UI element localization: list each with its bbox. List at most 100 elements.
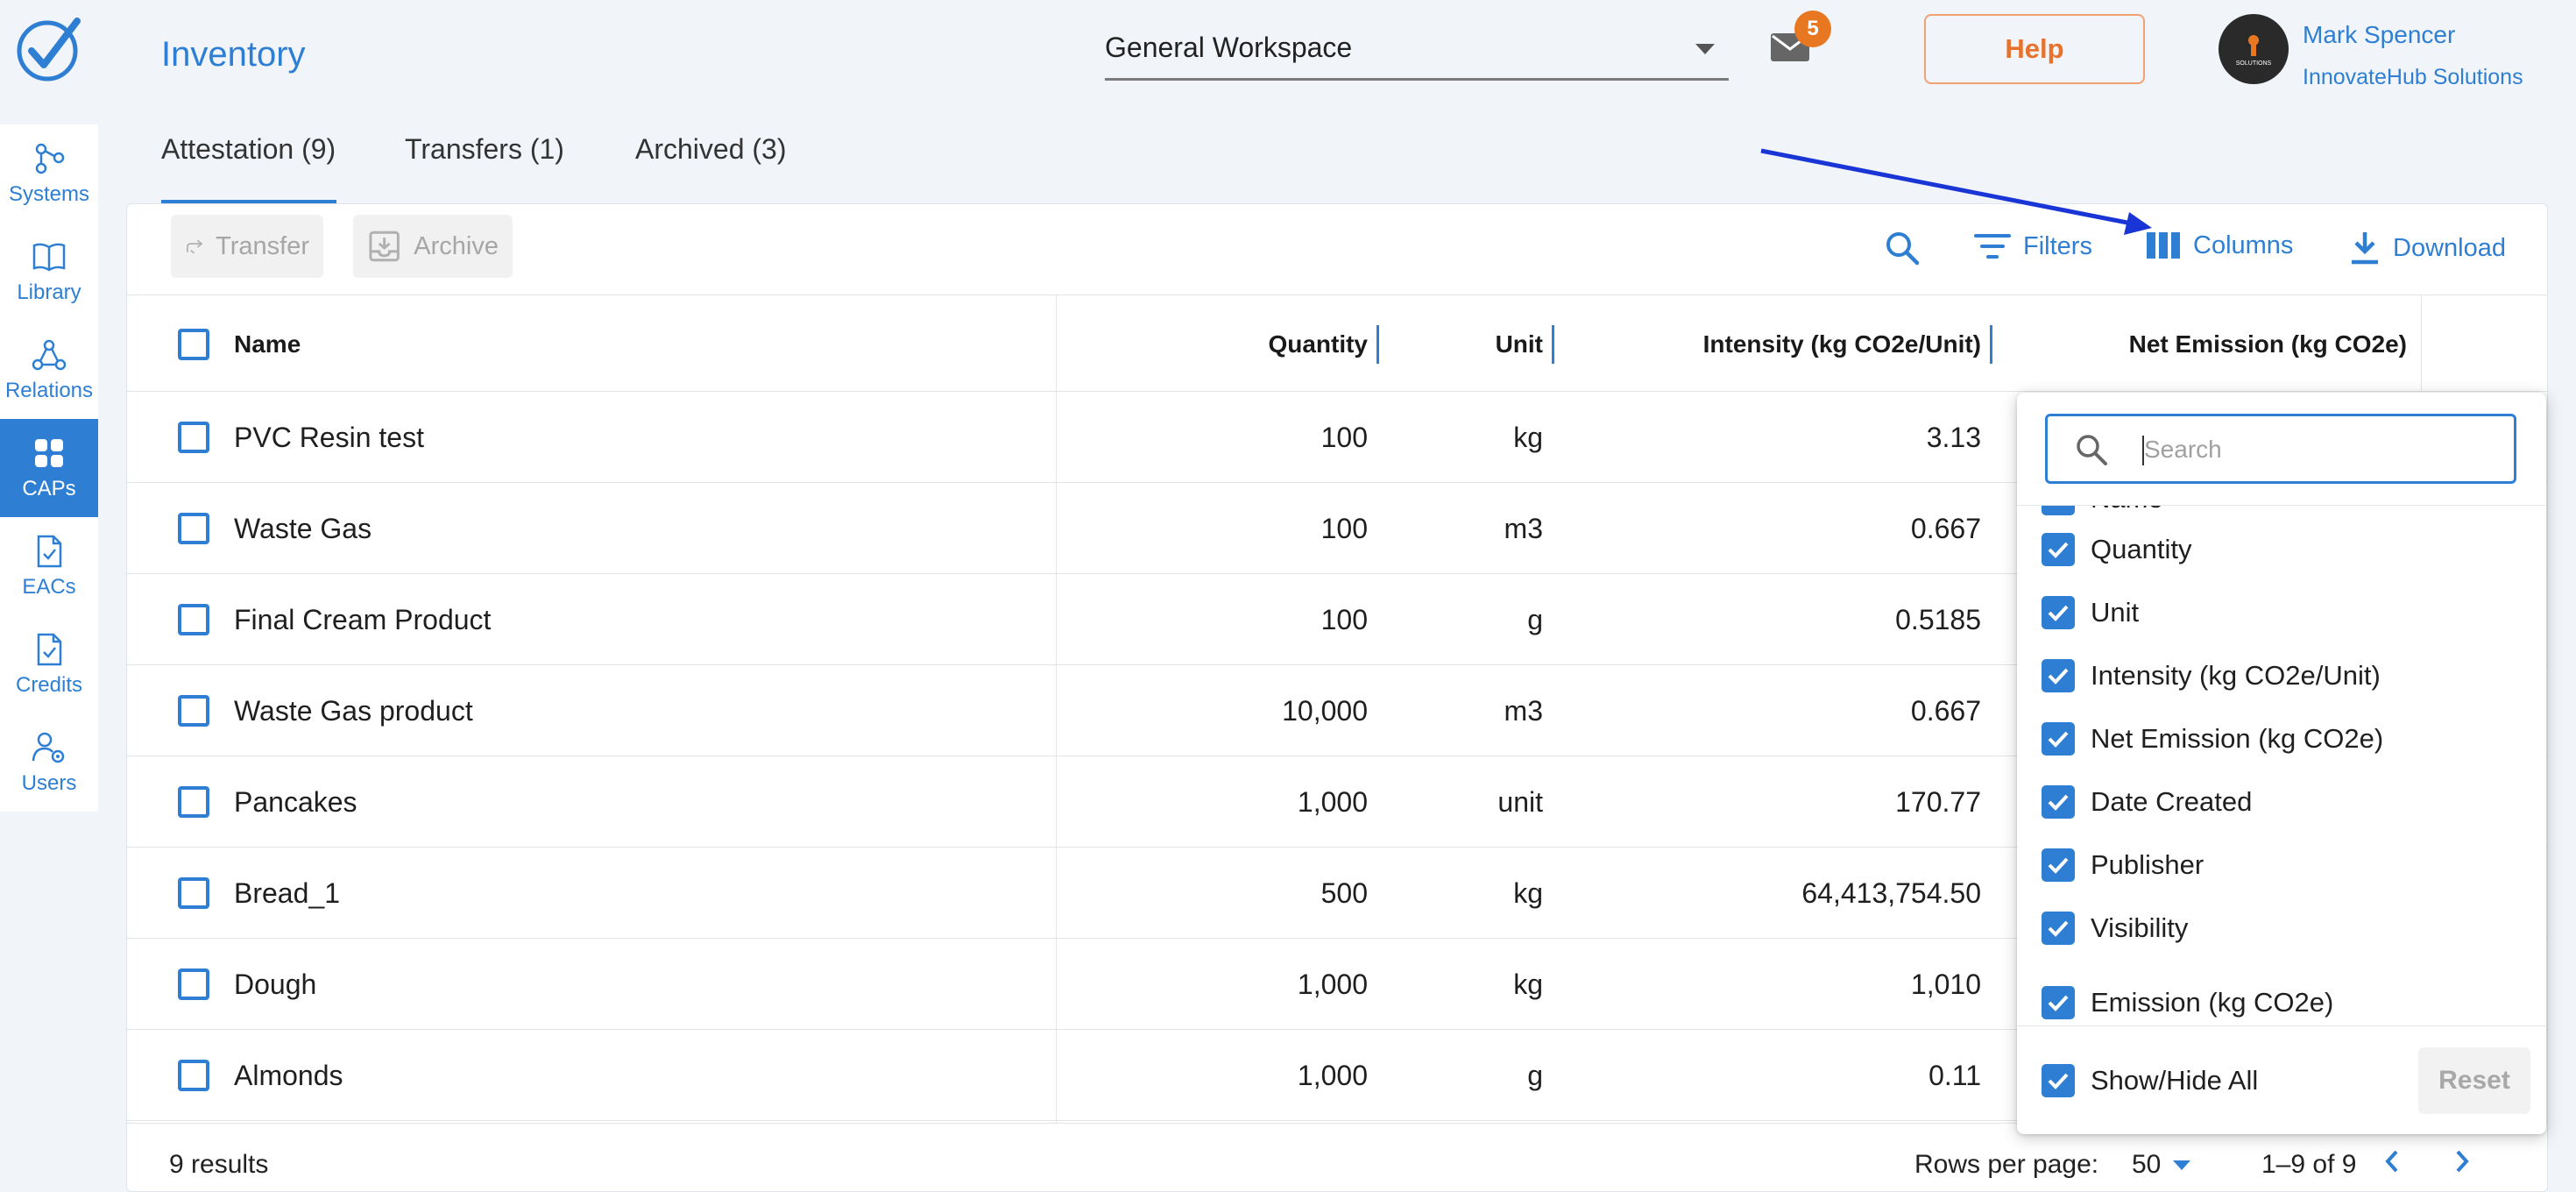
table-row[interactable]: Dough 1,000 kg 1,010 [127,939,2547,1030]
help-button[interactable]: Help [1924,14,2145,84]
table-row[interactable]: Bread_1 500 kg 64,413,754.50 [127,848,2547,939]
cell-quantity: 100 [1320,604,1368,635]
column-option-label: Emission (kg CO2e) [2091,987,2334,1018]
sidebar-item-library[interactable]: Library [0,223,98,321]
sidebar: Systems Library Relations CAPs EACs [0,124,98,812]
column-header-name[interactable]: Name [234,330,301,358]
column-option-quantity[interactable]: Quantity [2042,518,2191,581]
row-checkbox[interactable] [178,1060,209,1091]
row-checkbox[interactable] [178,513,209,544]
cell-intensity: 0.667 [1910,513,1981,544]
sidebar-item-label: CAPs [22,477,76,500]
sidebar-item-label: Credits [15,673,83,697]
filters-button[interactable]: Filters [1974,231,2092,262]
column-header-net-emission[interactable]: Net Emission (kg CO2e) [2128,330,2407,358]
checkbox-checked[interactable] [2042,986,2075,1019]
table-row[interactable]: Pancakes 1,000 unit 170.77 [127,756,2547,848]
column-header-quantity[interactable]: Quantity [1268,330,1368,358]
show-hide-all-toggle[interactable]: Show/Hide All [2042,1049,2258,1112]
rows-per-page-select[interactable]: 50 [2132,1150,2191,1180]
checkbox-checked[interactable] [2042,785,2075,819]
column-resize-handle[interactable] [1552,325,1554,364]
transfer-button[interactable]: Transfer [171,215,323,278]
previous-page-icon[interactable] [2379,1146,2405,1183]
user-name[interactable]: Mark Spencer [2303,21,2456,48]
cell-unit: m3 [1504,695,1543,727]
cell-intensity: 0.11 [1928,1060,1981,1091]
column-header-intensity[interactable]: Intensity (kg CO2e/Unit) [1702,330,1981,358]
next-page-icon[interactable] [2449,1146,2475,1183]
column-resize-handle[interactable] [1990,325,1992,364]
sidebar-item-credits[interactable]: Credits [0,615,98,713]
select-all-checkbox[interactable] [178,329,209,360]
chevron-down-icon [1695,44,1715,54]
search-icon[interactable] [1883,229,1921,267]
download-icon [2352,232,2378,265]
column-header-unit[interactable]: Unit [1495,330,1543,358]
table-row[interactable]: PVC Resin test 100 kg 3.13 [127,392,2547,483]
checkbox-checked[interactable] [2042,506,2075,515]
cell-unit: unit [1497,786,1543,818]
row-checkbox[interactable] [178,968,209,1000]
row-checkbox[interactable] [178,877,209,909]
column-option-net-emission[interactable]: Net Emission (kg CO2e) [2042,707,2383,770]
transfer-icon [187,239,203,254]
checkbox-checked[interactable] [2042,1064,2075,1097]
checkbox-checked[interactable] [2042,596,2075,629]
cell-intensity: 0.667 [1910,695,1981,727]
tab-archived[interactable]: Archived (3) [635,133,787,165]
checkbox-checked[interactable] [2042,912,2075,945]
columns-button[interactable]: Columns [2146,231,2293,260]
cell-unit: kg [1513,877,1543,909]
checkbox-checked[interactable] [2042,659,2075,692]
checkbox-checked[interactable] [2042,848,2075,882]
archive-button[interactable]: Archive [353,215,513,278]
cell-intensity: 1,010 [1910,968,1981,1000]
column-option-visibility[interactable]: Visibility [2042,897,2188,960]
reset-button[interactable]: Reset [2418,1047,2530,1114]
table-row[interactable]: Final Cream Product 100 g 0.5185 [127,574,2547,665]
row-checkbox[interactable] [178,604,209,635]
workspace-select[interactable]: General Workspace [1105,26,1729,81]
archive-label: Archive [414,231,499,260]
app-logo-icon[interactable] [14,14,84,84]
column-option-date-created[interactable]: Date Created [2042,770,2252,834]
column-option-unit[interactable]: Unit [2042,581,2139,644]
sidebar-item-caps[interactable]: CAPs [0,419,98,517]
filters-label: Filters [2023,231,2092,260]
table-row[interactable]: Waste Gas 100 m3 0.667 [127,483,2547,574]
download-button[interactable]: Download [2349,231,2506,266]
column-option-emission[interactable]: Emission (kg CO2e) [2042,971,2333,1034]
cell-name: Waste Gas product [234,695,473,727]
sidebar-item-label: EACs [22,575,76,599]
search-icon [2077,435,2107,465]
checkbox-checked[interactable] [2042,533,2075,566]
column-option-name[interactable]: Name [2042,506,2163,530]
row-checkbox[interactable] [178,695,209,727]
organization-name[interactable]: InnovateHub Solutions [2303,65,2523,89]
column-option-intensity[interactable]: Intensity (kg CO2e/Unit) [2042,644,2381,707]
avatar[interactable]: SOLUTIONS [2219,14,2289,84]
column-resize-handle[interactable] [1376,325,1379,364]
sidebar-item-label: Users [21,771,77,795]
cell-unit: g [1527,604,1543,635]
column-option-label: Unit [2091,597,2140,628]
column-search-input[interactable] [2144,430,2495,469]
row-checkbox[interactable] [178,786,209,818]
sidebar-item-systems[interactable]: Systems [0,124,98,223]
column-search-field[interactable] [2045,414,2516,484]
sidebar-item-relations[interactable]: Relations [0,321,98,419]
tab-attestation[interactable]: Attestation (9) [161,133,336,165]
table-row[interactable]: Almonds 1,000 g 0.11 [127,1030,2547,1121]
users-icon [32,732,65,763]
download-label: Download [2393,233,2506,262]
table-row[interactable]: Waste Gas product 10,000 m3 0.667 [127,665,2547,756]
column-option-label: Net Emission (kg CO2e) [2091,723,2384,754]
checkbox-checked[interactable] [2042,722,2075,756]
sidebar-item-eacs[interactable]: EACs [0,517,98,615]
tab-transfers[interactable]: Transfers (1) [405,133,564,165]
row-checkbox[interactable] [178,422,209,453]
column-option-publisher[interactable]: Publisher [2042,834,2204,897]
cell-unit: g [1527,1060,1543,1091]
sidebar-item-users[interactable]: Users [0,713,98,812]
